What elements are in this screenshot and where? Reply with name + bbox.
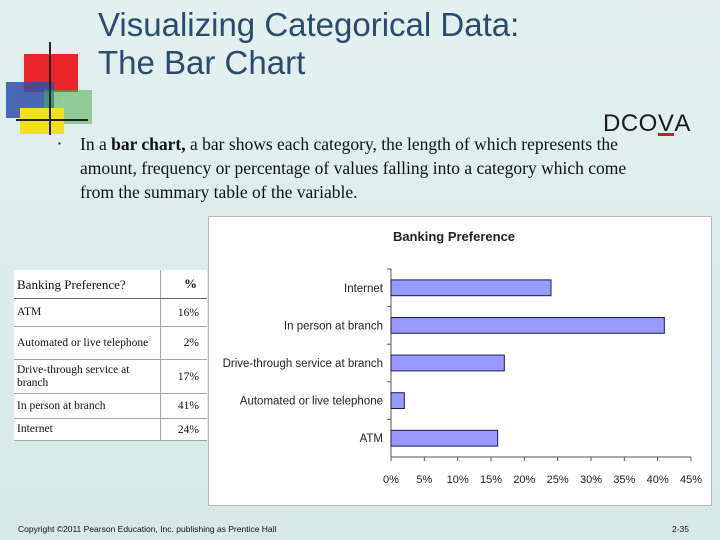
category-label: Internet bbox=[344, 283, 384, 295]
x-tick-label: 30% bbox=[580, 474, 602, 486]
copyright-footer: Copyright ©2011 Pearson Education, Inc. … bbox=[18, 524, 277, 534]
bullet-text: In a bar chart, a bar shows each categor… bbox=[80, 132, 640, 204]
category-label: In person at branch bbox=[284, 320, 383, 332]
table-row: In person at branch 41% bbox=[14, 393, 207, 419]
title-line-1: Visualizing Categorical Data: bbox=[98, 6, 520, 43]
slide-logo-decoration bbox=[6, 42, 92, 135]
table-row: Drive-through service at branch 17% bbox=[14, 359, 207, 394]
bar bbox=[390, 317, 665, 334]
chart-title: Banking Preference bbox=[393, 229, 515, 244]
category-label: Drive-through service at branch bbox=[223, 358, 383, 370]
table-cell-percent: 24% bbox=[160, 418, 207, 441]
x-tick-label: 15% bbox=[480, 474, 502, 486]
x-tick-label: 5% bbox=[416, 474, 432, 486]
dcova-suffix: A bbox=[674, 110, 691, 137]
x-tick-label: 35% bbox=[613, 474, 635, 486]
bar bbox=[390, 392, 405, 409]
table-cell-label: Automated or live telephone bbox=[14, 326, 161, 360]
table-header-row: Banking Preference? % bbox=[14, 270, 207, 299]
table-cell-percent: 41% bbox=[160, 393, 207, 419]
x-tick-label: 20% bbox=[513, 474, 535, 486]
table-row: Automated or live telephone 2% bbox=[14, 326, 207, 360]
bar bbox=[390, 429, 499, 447]
bar bbox=[390, 279, 552, 297]
x-tick-label: 0% bbox=[383, 474, 399, 486]
page-number: 2-35 bbox=[672, 524, 690, 534]
x-tick-label: 25% bbox=[547, 474, 569, 486]
dcova-badge: DCOVA bbox=[603, 110, 691, 138]
table-header-category: Banking Preference? bbox=[14, 270, 161, 299]
banking-preference-table: Banking Preference? % ATM 16% Automated … bbox=[14, 270, 207, 441]
bullet-icon: ▪ bbox=[58, 139, 61, 148]
table-cell-label: Drive-through service at branch bbox=[14, 359, 161, 394]
table-cell-percent: 17% bbox=[160, 359, 207, 394]
category-label: Automated or live telephone bbox=[240, 396, 383, 408]
title-line-2: The Bar Chart bbox=[98, 44, 306, 81]
table-cell-label: In person at branch bbox=[14, 393, 161, 419]
bullet-intro: In a bbox=[80, 134, 112, 154]
dcova-highlight: V bbox=[657, 110, 675, 137]
x-tick-label: 40% bbox=[647, 474, 669, 486]
bar-chart: Banking Preference Internet In person at b… bbox=[223, 229, 703, 486]
table-row: Internet 24% bbox=[14, 418, 207, 441]
table-cell-percent: 16% bbox=[160, 298, 207, 327]
x-tick-label: 45% bbox=[680, 474, 702, 486]
bar-chart-panel: Banking Preference Internet In person at b… bbox=[208, 216, 712, 506]
dcova-prefix: DCO bbox=[603, 110, 658, 137]
bullet-rest: a bar shows each category, the length of… bbox=[80, 134, 627, 202]
bullet-bold-term: bar chart, bbox=[111, 134, 186, 154]
category-label: ATM bbox=[360, 433, 383, 445]
table-cell-label: Internet bbox=[14, 418, 161, 441]
bar bbox=[390, 354, 505, 372]
table-cell-percent: 2% bbox=[160, 326, 207, 360]
table-cell-label: ATM bbox=[14, 298, 161, 327]
x-tick-label: 10% bbox=[447, 474, 469, 486]
table-row: ATM 16% bbox=[14, 298, 207, 327]
table-header-percent: % bbox=[160, 270, 207, 299]
slide-title: Visualizing Categorical Data: The Bar Ch… bbox=[98, 6, 618, 82]
